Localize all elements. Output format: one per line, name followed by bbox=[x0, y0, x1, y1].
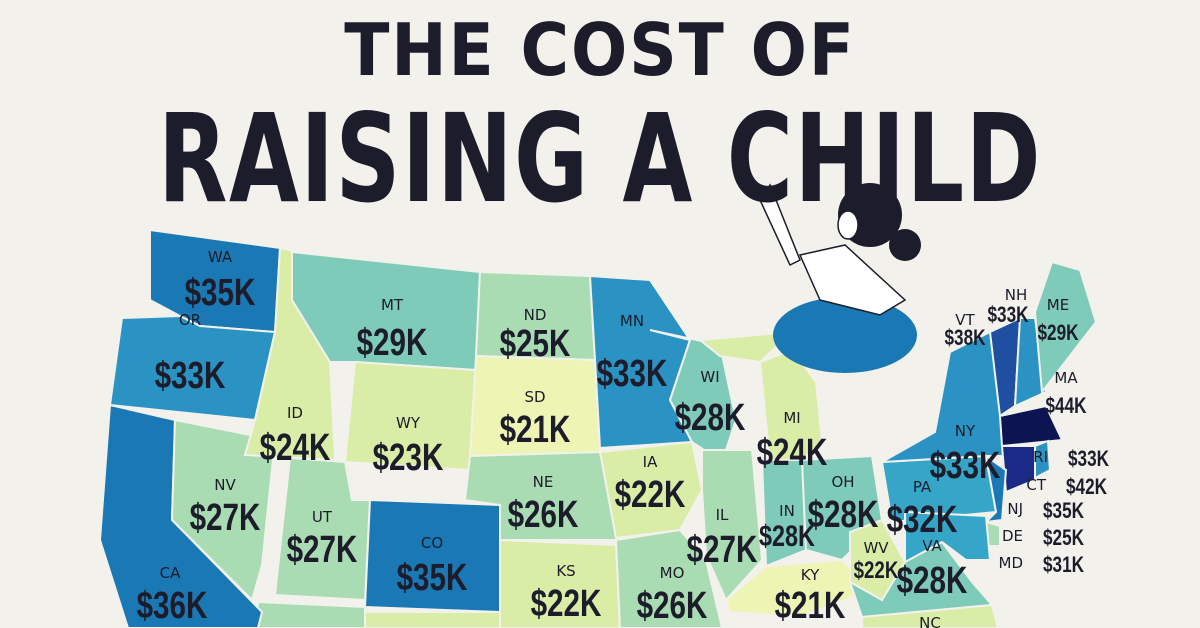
woman-illustration bbox=[759, 183, 921, 373]
state-shape-az bbox=[253, 600, 366, 628]
title-line-2: RAISING A CHILD bbox=[157, 88, 1043, 230]
state-value-mo: $26K bbox=[637, 585, 708, 627]
state-value-ut: $27K bbox=[287, 529, 358, 571]
state-value-pa: $32K bbox=[887, 499, 958, 541]
state-value-in: $28K bbox=[759, 519, 815, 552]
state-abbr-ri: RI bbox=[1033, 448, 1048, 466]
state-abbr-in: IN bbox=[779, 502, 795, 520]
state-abbr-pa: PA bbox=[913, 478, 932, 496]
state-abbr-id: ID bbox=[287, 404, 303, 422]
state-shape-ia bbox=[598, 440, 704, 540]
state-value-co: $35K bbox=[397, 557, 468, 599]
state-value-id: $24K bbox=[260, 427, 331, 469]
state-value-nh: $33K bbox=[987, 303, 1029, 328]
title-line-1: THE COST OF bbox=[344, 8, 856, 92]
state-value-ia: $22K bbox=[615, 474, 686, 516]
state-abbr-ct: CT bbox=[1026, 476, 1046, 494]
state-abbr-wa: WA bbox=[208, 248, 233, 266]
state-abbr-va: VA bbox=[922, 537, 942, 555]
state-value-ca: $36K bbox=[137, 585, 208, 627]
state-value-ri: $33K bbox=[1068, 447, 1110, 472]
state-value-wi: $28K bbox=[675, 397, 746, 439]
state-value-sd: $21K bbox=[500, 409, 571, 451]
state-value-wv: $22K bbox=[854, 557, 899, 584]
state-value-mt: $29K bbox=[357, 322, 428, 364]
state-value-mi: $24K bbox=[757, 432, 828, 474]
state-value-or: $33K bbox=[155, 355, 226, 397]
state-value-nv: $27K bbox=[190, 497, 261, 539]
state-abbr-wy: WY bbox=[396, 414, 421, 432]
state-value-nd: $25K bbox=[500, 323, 571, 365]
shirt-shape bbox=[798, 244, 907, 316]
state-value-de: $25K bbox=[1043, 526, 1085, 551]
state-value-va: $28K bbox=[897, 560, 968, 602]
state-value-ma: $44K bbox=[1045, 394, 1087, 419]
state-abbr-nj: NJ bbox=[1007, 500, 1023, 518]
hair-bun-shape bbox=[889, 229, 921, 261]
state-value-vt: $38K bbox=[944, 326, 986, 351]
state-abbr-ks: KS bbox=[556, 562, 575, 580]
state-abbr-ma: MA bbox=[1054, 369, 1078, 387]
state-shape-me bbox=[1033, 260, 1098, 395]
state-abbr-me: ME bbox=[1047, 296, 1069, 314]
face-shape bbox=[837, 210, 859, 240]
skirt-shape bbox=[773, 297, 917, 373]
state-value-ny: $33K bbox=[930, 445, 1001, 487]
state-abbr-nc: NC bbox=[919, 614, 941, 628]
state-value-nj: $35K bbox=[1043, 499, 1085, 524]
state-abbr-md: MD bbox=[999, 554, 1024, 572]
state-shape-nm bbox=[364, 611, 501, 628]
state-value-ky: $21K bbox=[775, 585, 846, 627]
state-abbr-wi: WI bbox=[700, 368, 719, 386]
state-shape-mo bbox=[614, 528, 724, 628]
state-abbr-vt: VT bbox=[955, 311, 975, 329]
state-shape-mi-upper bbox=[697, 330, 795, 364]
state-value-il: $27K bbox=[687, 529, 758, 571]
state-value-me: $29K bbox=[1037, 321, 1079, 346]
state-abbr-mi: MI bbox=[783, 409, 800, 427]
state-shape-ma bbox=[998, 404, 1064, 448]
state-abbr-ne: NE bbox=[533, 473, 554, 491]
state-value-wa: $35K bbox=[185, 272, 256, 314]
state-value-ks: $22K bbox=[531, 583, 602, 625]
state-abbr-wv: WV bbox=[863, 539, 889, 557]
state-shape-nc bbox=[861, 603, 1000, 628]
state-value-mn: $33K bbox=[597, 353, 668, 395]
state-abbr-mo: MO bbox=[660, 564, 685, 582]
state-value-wy: $23K bbox=[373, 437, 444, 479]
state-abbr-oh: OH bbox=[831, 473, 854, 491]
state-abbr-nv: NV bbox=[214, 476, 236, 494]
state-shape-md bbox=[904, 510, 992, 564]
state-value-oh: $28K bbox=[808, 494, 879, 536]
state-abbr-or: OR bbox=[179, 311, 201, 329]
state-abbr-ca: CA bbox=[160, 564, 181, 582]
state-abbr-nd: ND bbox=[524, 306, 547, 324]
arm-shape bbox=[759, 183, 801, 267]
state-shape-ks bbox=[499, 538, 622, 628]
state-value-md: $31K bbox=[1043, 553, 1085, 578]
state-abbr-ia: IA bbox=[643, 453, 658, 471]
state-abbr-nh: NH bbox=[1005, 286, 1028, 304]
state-abbr-il: IL bbox=[716, 506, 729, 524]
state-abbr-de: DE bbox=[1002, 527, 1023, 545]
state-abbr-mn: MN bbox=[620, 312, 644, 330]
state-abbr-ny: NY bbox=[955, 422, 976, 440]
state-abbr-co: CO bbox=[421, 534, 443, 552]
state-abbr-ut: UT bbox=[312, 508, 333, 526]
state-abbr-ky: KY bbox=[801, 566, 820, 584]
state-shape-nj bbox=[983, 453, 1008, 524]
state-value-ne: $26K bbox=[508, 494, 579, 536]
state-value-ct: $42K bbox=[1066, 475, 1108, 500]
state-abbr-mt: MT bbox=[381, 296, 404, 314]
state-abbr-sd: SD bbox=[524, 388, 545, 406]
